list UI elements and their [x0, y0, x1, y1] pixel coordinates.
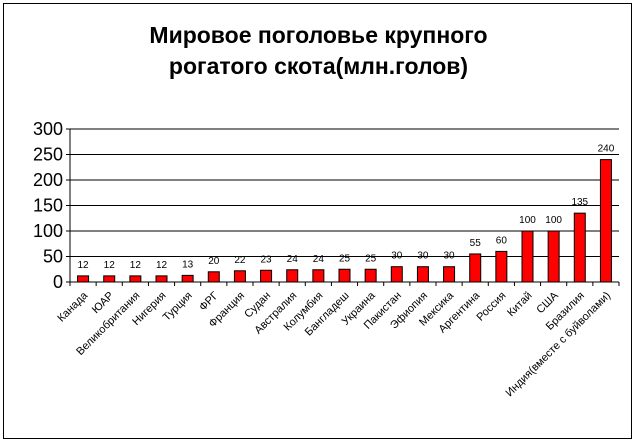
- data-label: 12: [156, 260, 168, 271]
- data-label: 55: [470, 238, 482, 249]
- bar: [364, 268, 377, 283]
- chart-frame: [3, 3, 632, 439]
- data-label: 12: [104, 260, 116, 271]
- data-label: 13: [182, 259, 194, 270]
- data-label: 135: [571, 197, 588, 208]
- data-label: 12: [130, 260, 142, 271]
- bar: [181, 274, 194, 283]
- x-tick-label: Канада: [55, 289, 90, 324]
- data-label: 60: [496, 235, 508, 246]
- bar: [443, 266, 456, 283]
- bar: [103, 275, 116, 283]
- data-label: 20: [208, 256, 220, 267]
- y-tick-label: 200: [33, 170, 63, 190]
- bar: [599, 159, 612, 283]
- data-label: 30: [391, 251, 403, 262]
- y-tick-label: 150: [33, 196, 63, 216]
- data-label: 12: [78, 260, 90, 271]
- data-labels: 12 12 12 12 13 20 22 23 24 24 25 25 30 30 30 55 60 100 100…: [78, 144, 615, 271]
- bar: [207, 271, 220, 283]
- bar: [469, 253, 482, 283]
- data-label: 100: [519, 215, 536, 226]
- chart-title-line-2: рогатого скота(млн.голов): [168, 53, 469, 79]
- data-label: 240: [598, 144, 615, 155]
- bar: [573, 212, 586, 283]
- bar: [495, 250, 508, 283]
- bar: [77, 275, 90, 283]
- x-tick-label: Россия: [474, 290, 508, 324]
- bars: [77, 159, 620, 286]
- bar: [312, 269, 325, 283]
- bar: [390, 266, 403, 283]
- data-label: 30: [417, 251, 429, 262]
- bar: [547, 230, 560, 283]
- bar: [416, 266, 429, 283]
- data-label: 100: [545, 215, 562, 226]
- bar: [338, 268, 351, 283]
- data-label: 25: [339, 253, 351, 264]
- data-label: 25: [365, 253, 377, 264]
- bar: [286, 269, 299, 283]
- y-tick-label: 0: [53, 272, 63, 292]
- data-label: 30: [444, 251, 456, 262]
- y-tick-label: 300: [33, 119, 63, 139]
- data-label: 22: [234, 255, 246, 266]
- bar: [155, 275, 168, 283]
- bar: [233, 270, 246, 283]
- y-tick-label: 50: [43, 247, 63, 267]
- y-tick-label: 250: [33, 145, 63, 165]
- x-tick-label: Турция: [161, 290, 195, 324]
- chart-title: Мировое поголовье крупного рогатого скот…: [0, 20, 637, 82]
- x-tick-label: Китай: [505, 290, 535, 320]
- bar: [260, 269, 273, 283]
- bar: [129, 275, 142, 283]
- data-label: 24: [313, 254, 325, 265]
- y-tick-label: 100: [33, 221, 63, 241]
- data-label: 24: [287, 254, 299, 265]
- y-axis: 0 50 100 150 200 250 300: [33, 119, 71, 292]
- bar: [521, 230, 534, 283]
- data-label: 23: [261, 254, 273, 265]
- chart-title-line-1: Мировое поголовье крупного: [149, 22, 488, 48]
